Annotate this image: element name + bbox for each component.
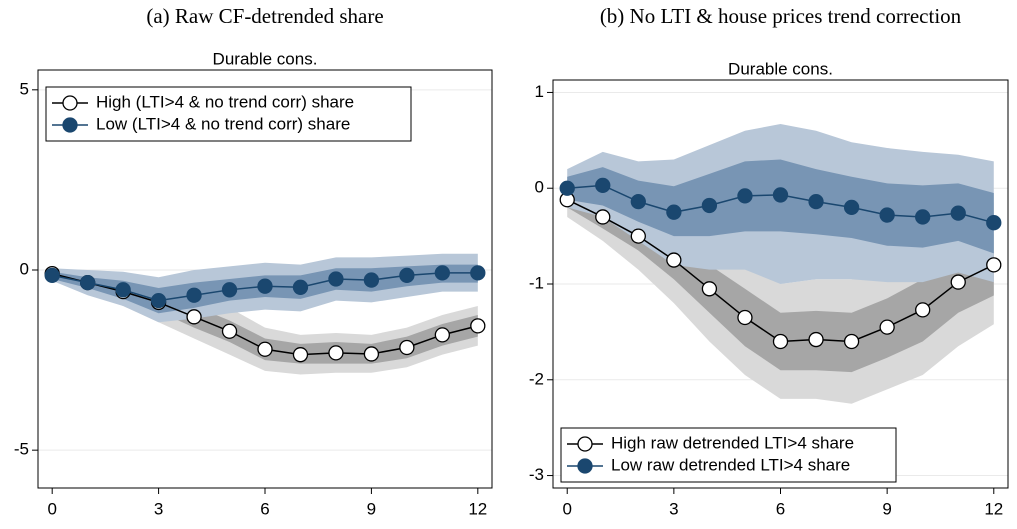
data-point: [595, 209, 611, 225]
data-point: [843, 333, 860, 350]
data-point: [186, 309, 202, 325]
x-tick-label: 12: [984, 499, 1003, 518]
x-tick-label: 9: [367, 499, 376, 518]
data-point: [328, 345, 344, 361]
x-tick-label: 3: [154, 499, 163, 518]
x-tick-label: 6: [776, 499, 785, 518]
data-point: [363, 346, 380, 362]
data-point: [950, 274, 966, 290]
legend-marker: [62, 95, 78, 111]
data-point: [257, 278, 273, 294]
y-tick-label: 1: [535, 82, 544, 101]
x-tick-label: 0: [47, 499, 56, 518]
plot-frame: [37, 69, 493, 489]
legend-label: High raw detrended LTI>4 share: [611, 433, 854, 452]
data-point: [434, 265, 450, 281]
data-point: [292, 279, 309, 295]
chart-title: Durable cons.: [213, 49, 318, 68]
y-tick-label: -2: [529, 369, 544, 388]
data-point: [80, 274, 96, 291]
data-point: [470, 318, 486, 334]
data-point: [772, 333, 789, 350]
legend-marker: [62, 117, 78, 133]
data-point: [363, 272, 380, 288]
chart-title: Durable cons.: [728, 59, 833, 78]
legend-label: High (LTI>4 & no trend corr) share: [96, 92, 354, 111]
data-point: [915, 302, 931, 318]
x-tick-label: 9: [882, 499, 891, 518]
panel: (b) No LTI & house prices trend correcti…: [529, 4, 1009, 518]
panel-caption: (a) Raw CF-detrended share: [146, 4, 383, 28]
y-tick-label: 0: [535, 178, 544, 197]
data-point: [186, 287, 202, 303]
x-tick-label: 12: [468, 499, 487, 518]
data-point: [701, 281, 718, 297]
plot-frame: [552, 79, 1009, 489]
legend-label: Low raw detrended LTI>4 share: [611, 455, 850, 474]
data-point: [292, 347, 309, 363]
legend-label: Low (LTI>4 & no trend corr) share: [96, 114, 350, 133]
data-point: [559, 180, 575, 196]
data-point: [221, 323, 238, 339]
legend-box: [45, 86, 412, 142]
x-tick-label: 0: [562, 499, 571, 518]
data-point: [808, 331, 824, 348]
data-point: [737, 309, 753, 326]
data-point: [986, 257, 1002, 273]
data-point: [666, 204, 682, 220]
x-tick-label: 6: [260, 499, 269, 518]
data-point: [701, 197, 718, 214]
data-point: [666, 252, 682, 268]
data-point: [595, 177, 611, 194]
data-point: [399, 267, 415, 284]
panel-caption: (b) No LTI & house prices trend correcti…: [600, 4, 962, 28]
data-point: [150, 292, 167, 309]
data-point: [328, 271, 344, 287]
data-point: [630, 228, 646, 244]
data-point: [399, 339, 415, 356]
y-tick-label: -1: [529, 273, 544, 292]
y-tick-label: -3: [529, 465, 544, 484]
data-point: [737, 188, 753, 204]
data-point: [772, 187, 789, 203]
x-tick-label: 3: [669, 499, 678, 518]
data-point: [808, 193, 824, 210]
data-point: [115, 282, 131, 298]
y-tick-label: 5: [20, 79, 29, 98]
data-point: [434, 327, 450, 343]
data-point: [257, 341, 273, 357]
data-point: [879, 319, 895, 335]
data-point: [221, 282, 238, 298]
data-point: [843, 199, 860, 216]
data-point: [879, 207, 895, 223]
legend-marker: [577, 458, 593, 474]
data-point: [915, 209, 931, 225]
legend-box: [560, 427, 897, 483]
data-point: [986, 215, 1002, 231]
y-tick-label: -5: [14, 440, 29, 459]
legend-marker: [577, 436, 593, 452]
data-point: [950, 205, 966, 221]
data-point: [44, 267, 60, 284]
y-tick-label: 0: [20, 259, 29, 278]
panel: (a) Raw CF-detrended share Durable cons. -…: [14, 4, 493, 518]
data-point: [630, 193, 646, 210]
confidence-band: [567, 159, 994, 254]
data-point: [470, 265, 486, 281]
